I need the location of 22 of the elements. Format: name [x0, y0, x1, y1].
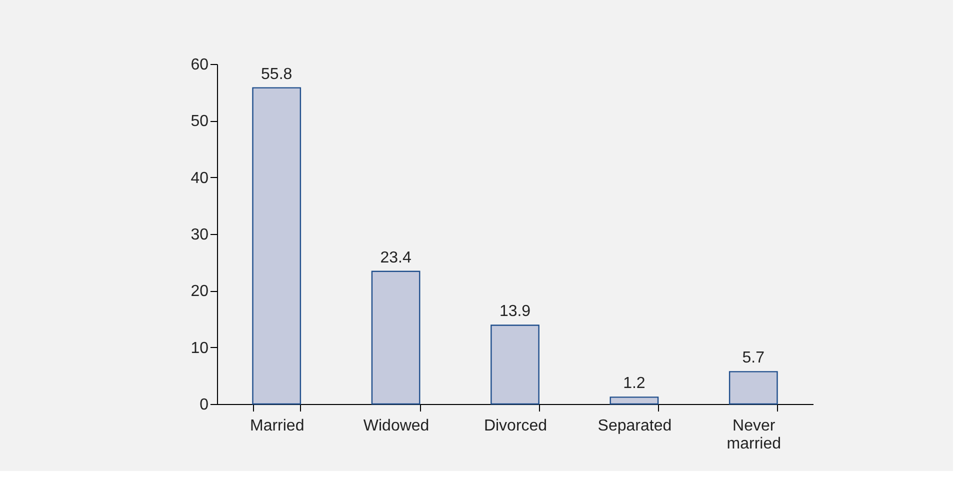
- x-tick-label: Married: [250, 418, 304, 434]
- y-tick-label: 60: [190, 56, 209, 74]
- x-tick-label: Never married: [726, 418, 782, 452]
- y-tick-label: 40: [190, 170, 209, 187]
- x-tick-label: Divorced: [484, 418, 548, 434]
- y-tick-label: 30: [190, 226, 209, 244]
- data-label: 5.7: [742, 350, 765, 367]
- y-tick-label: 50: [190, 113, 209, 130]
- bar: [490, 324, 540, 405]
- y-tick-label: 10: [190, 340, 209, 357]
- y-tick-label: 20: [190, 283, 209, 300]
- data-label: 1.2: [623, 375, 646, 392]
- bar: [371, 270, 420, 405]
- bar: [252, 87, 302, 405]
- x-tick-label: Widowed: [363, 418, 430, 434]
- bar: [728, 371, 778, 405]
- data-label: 13.9: [499, 303, 531, 320]
- y-tick-label: 0: [200, 396, 209, 414]
- bar: [610, 396, 659, 405]
- data-label: 23.4: [380, 249, 412, 266]
- data-label: 55.8: [261, 66, 292, 83]
- x-tick-label: Separated: [598, 418, 672, 434]
